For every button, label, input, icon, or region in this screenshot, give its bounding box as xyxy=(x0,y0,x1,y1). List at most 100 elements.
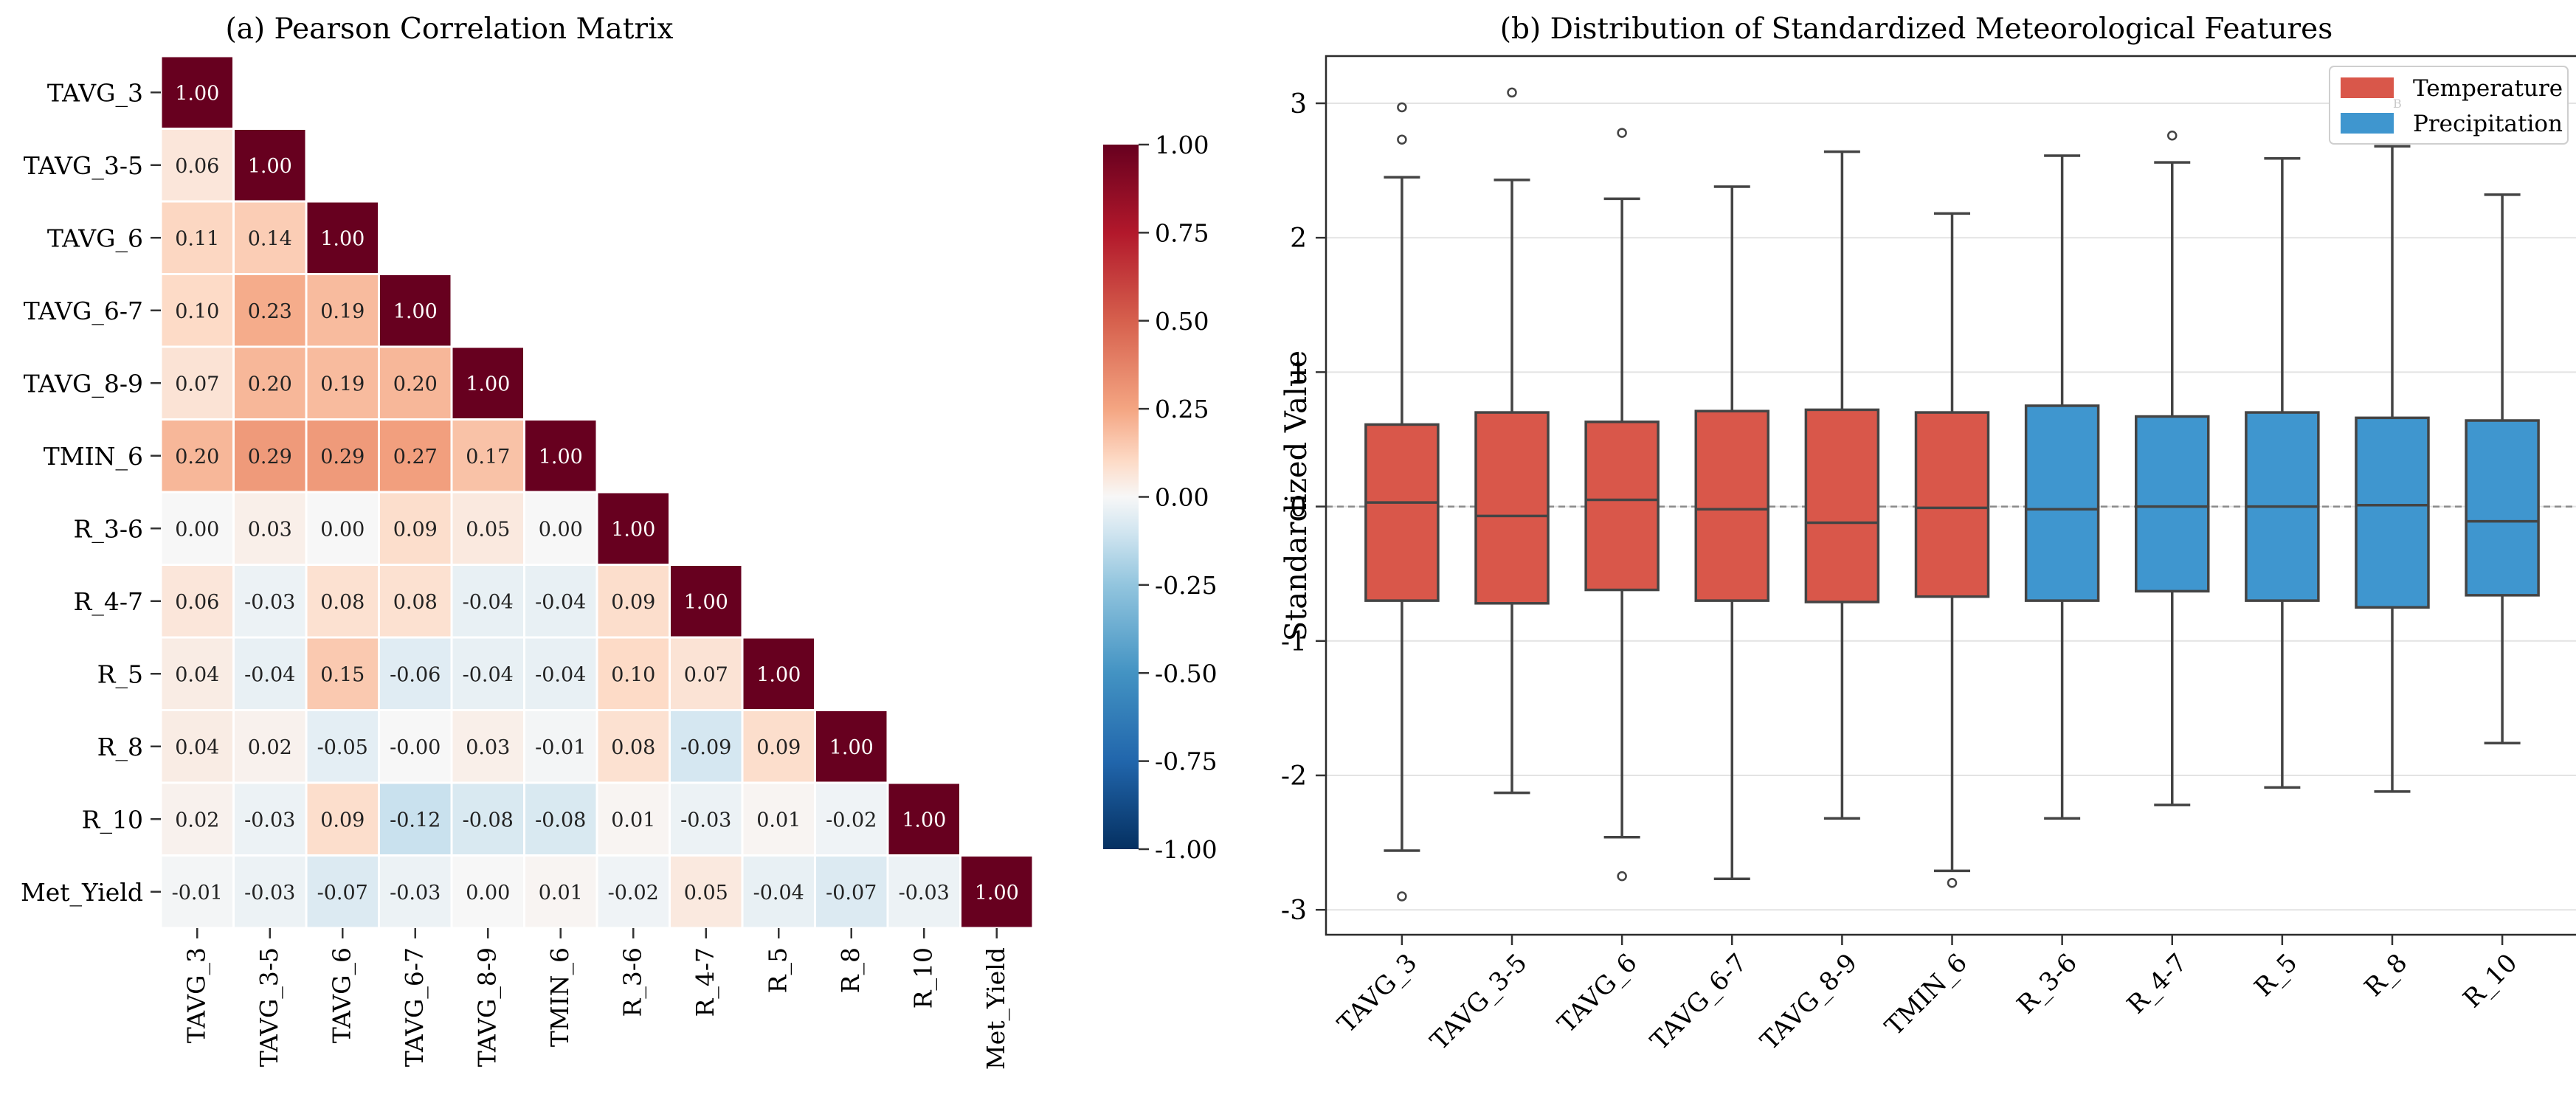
colorbar-ticks: 1.00 0.75 0.50 0.25 0.00 -0.25 -0.50 -0.75 -1.00 xyxy=(1139,131,1218,864)
heatmap-cell-value: 0.06 xyxy=(175,591,219,614)
y-tick-label: -1 xyxy=(1281,627,1307,657)
row-label: R_10 xyxy=(82,805,143,834)
column-label: Met_Yield xyxy=(981,947,1011,1070)
heatmap-cell-value: 1.00 xyxy=(466,373,510,395)
outlier-point xyxy=(1617,871,1627,882)
legend-swatch-precipitation xyxy=(2341,113,2394,134)
heatmap-cell-value: -0.00 xyxy=(390,736,441,759)
heatmap-cell xyxy=(232,854,308,930)
heatmap-cell-value: 0.20 xyxy=(175,446,219,468)
y-tick-label: 2 xyxy=(1290,224,1307,254)
y-tick-label: 3 xyxy=(1290,89,1307,120)
heatmap-cell-value: -0.03 xyxy=(244,882,295,904)
y-axis-ticks: 3 2 1 0 -1 -2 -3 xyxy=(1281,89,1326,926)
column-label: TAVG_8-9 xyxy=(472,947,502,1067)
heatmap-cell-value: 1.00 xyxy=(975,882,1019,904)
heatmap-cell-value: -0.03 xyxy=(390,882,441,904)
row-label: R_5 xyxy=(97,660,143,689)
colorbar-tick-label: -0.25 xyxy=(1155,571,1218,600)
heatmap-cell-value: 0.17 xyxy=(466,446,510,468)
box-10 xyxy=(2465,193,2540,745)
heatmap-cell-value: 1.00 xyxy=(829,736,874,759)
box-body xyxy=(2355,416,2430,609)
boxplot-title: (b) Distribution of Standardized Meteoro… xyxy=(1500,13,2332,46)
heatmap-cell-value: 0.08 xyxy=(393,591,438,614)
heatmap-cell xyxy=(523,491,598,566)
column-label: TAVG_3-5 xyxy=(255,947,284,1067)
box-body xyxy=(2134,415,2210,593)
legend-swatch-temperature xyxy=(2341,77,2394,98)
colorbar-tick-label: 0.25 xyxy=(1155,395,1209,423)
heatmap-cell xyxy=(159,491,235,566)
row-label: R_4-7 xyxy=(74,587,144,617)
heatmap-cell xyxy=(669,564,744,639)
heatmap-cell xyxy=(378,709,453,784)
heatmap-cell-value: 0.05 xyxy=(684,882,728,904)
heatmap-cell-value: -0.04 xyxy=(753,882,804,904)
heatmap-cell-value: 0.20 xyxy=(393,373,438,395)
heatmap-cell xyxy=(814,709,889,784)
y-tick-label: -2 xyxy=(1281,761,1307,792)
heatmap-cell-value: 0.00 xyxy=(466,882,510,904)
heatmap-cell-value: 0.01 xyxy=(611,809,655,831)
outlier-point xyxy=(1397,891,1407,902)
x-tick-label: TAVG_3-5 xyxy=(1425,948,1533,1056)
heatmap-cell xyxy=(523,781,598,857)
heatmap-cell-value: 0.06 xyxy=(175,155,219,178)
colorbar-tick-label: 0.00 xyxy=(1155,483,1209,512)
heatmap-cell-value: 0.01 xyxy=(539,882,583,904)
heatmap-cell-value: -0.07 xyxy=(826,882,877,904)
outlier-point xyxy=(1947,878,1958,888)
heatmap-cell-value: 0.20 xyxy=(248,373,292,395)
heatmap-cell xyxy=(305,709,380,784)
heatmap-cell-value: 0.04 xyxy=(175,736,219,759)
heatmap-cell xyxy=(523,636,598,711)
heatmap-cell-value: 1.00 xyxy=(393,300,438,323)
heatmap-cell xyxy=(450,709,525,784)
column-label: R_5 xyxy=(763,947,793,993)
box-body xyxy=(1364,423,1440,602)
colorbar-tick-label: 1.00 xyxy=(1155,131,1209,159)
colorbar-gradient xyxy=(1103,145,1139,849)
box-0 xyxy=(1364,102,1440,902)
row-label: TAVG_3-5 xyxy=(24,151,143,181)
colorbar-tick-label: -0.75 xyxy=(1155,747,1218,776)
y-tick-label: -3 xyxy=(1281,896,1307,926)
heatmap-cell xyxy=(741,636,816,711)
heatmap-cell-value: 0.07 xyxy=(684,663,728,686)
heatmap-cell-value: 0.04 xyxy=(175,663,219,686)
heatmap-cell-value: -0.08 xyxy=(535,809,586,831)
row-label: Met_Yield xyxy=(21,878,143,907)
column-label: R_8 xyxy=(836,947,866,993)
heatmap-cell xyxy=(523,709,598,784)
x-tick-label: TMIN_6 xyxy=(1879,948,1973,1042)
heatmap-cell-value: 0.01 xyxy=(756,809,801,831)
heatmap-cell-value: -0.08 xyxy=(463,809,514,831)
x-tick-label: TAVG_6-7 xyxy=(1645,948,1753,1056)
row-label: TAVG_6 xyxy=(47,224,143,253)
heatmap-cell-value: 0.03 xyxy=(466,736,510,759)
heatmap-cell-value: -0.03 xyxy=(244,591,295,614)
row-label: TMIN_6 xyxy=(44,442,143,471)
heatmap-column-labels: TAVG_3 TAVG_3-5 TAVG_6 TAVG_6-7 TAVG_8-9 TMIN… xyxy=(182,928,1011,1070)
heatmap-cell xyxy=(159,854,235,930)
heatmap-cell xyxy=(741,709,816,784)
heatmap-cell xyxy=(886,781,961,857)
heatmap-cell xyxy=(378,273,453,348)
heatmap-cell-value: -0.04 xyxy=(463,663,514,686)
box-6 xyxy=(2024,154,2100,820)
outlier-point xyxy=(1617,128,1627,138)
box-5 xyxy=(1914,212,1990,888)
box-body xyxy=(1694,409,1770,602)
heatmap-row-labels: TAVG_3 TAVG_3-5 TAVG_6 TAVG_6-7 TAVG_8-9 TMIN… xyxy=(21,78,161,907)
row-label: R_8 xyxy=(97,733,143,762)
colorbar-tick-label: -0.50 xyxy=(1155,659,1218,688)
box-body xyxy=(1804,408,1880,603)
legend: Temperature B Precipitation xyxy=(2329,66,2569,145)
column-label: TAVG_6 xyxy=(327,947,356,1043)
heatmap-cell-value: 1.00 xyxy=(175,82,219,105)
heatmap-cell-value: 0.08 xyxy=(611,736,655,759)
x-tick-label: TAVG_6 xyxy=(1552,948,1643,1039)
heatmap-cell xyxy=(305,200,380,275)
